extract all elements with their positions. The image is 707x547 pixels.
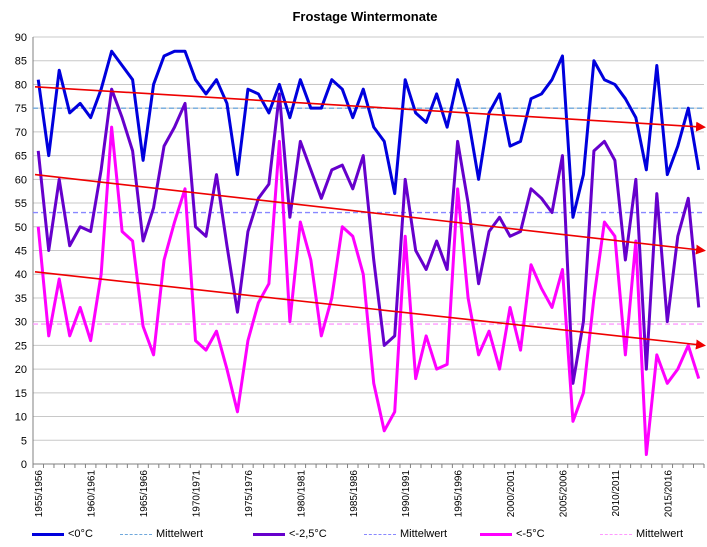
chart-title: Frostage Wintermonate [292, 9, 437, 24]
x-tick-label: 1965/1966 [139, 470, 150, 518]
y-tick-label: 65 [15, 151, 27, 163]
y-tick-label: 30 [15, 317, 27, 329]
legend-swatch [600, 533, 632, 535]
x-tick-label: 1970/1971 [192, 470, 203, 518]
x-tick-labels: 1955/1956 1960/1961 1965/1966 1970/1971 1975… [34, 470, 674, 518]
legend-item: Mittelwert [600, 528, 683, 540]
legend-label: <-2,5°C [289, 528, 327, 540]
x-tick-label: 1980/1981 [296, 470, 307, 518]
trend-arrow-1 [34, 173, 706, 255]
y-tick-label: 5 [21, 435, 27, 447]
legend-swatch [120, 533, 152, 535]
x-tick-label: 2015/2016 [663, 470, 674, 518]
y-tick-label: 15 [15, 388, 27, 400]
x-tick-label: 1990/1991 [401, 470, 412, 518]
legend-item: Mittelwert [120, 528, 203, 540]
legend-label: Mittelwert [636, 528, 684, 540]
legend-label: Mittelwert [156, 528, 204, 540]
y-tick-labels: 0 5 10 15 20 25 30 35 40 45 50 55 60 65 70 75 80 85 90 [15, 32, 27, 471]
legend-label: <-5°C [516, 528, 545, 540]
legend-label: <0°C [68, 528, 93, 540]
x-tick-label: 2010/2011 [611, 470, 622, 517]
y-tick-label: 0 [21, 459, 27, 471]
legend-item: <0°C [32, 528, 93, 540]
y-tick-label: 25 [15, 340, 27, 352]
x-tick-label: 1985/1986 [349, 470, 360, 518]
x-tick-label: 2005/2006 [558, 470, 569, 518]
y-tick-label: 55 [15, 198, 27, 210]
y-tick-label: 90 [15, 32, 27, 44]
series-line-0 [36, 49, 701, 219]
series-line-4 [36, 125, 701, 457]
y-tick-label: 80 [15, 79, 27, 91]
x-tick-label: 1995/1996 [454, 470, 465, 518]
y-tick-label: 75 [15, 103, 27, 115]
trend-arrow-0 [34, 86, 706, 132]
legend-item: <-2,5°C [253, 528, 327, 540]
y-tick-label: 50 [15, 222, 27, 234]
legend: <0°C Mittelwert <-2,5°C Mittelwert <-5°C Mitt… [0, 526, 707, 546]
y-tick-label: 45 [15, 246, 27, 258]
y-tick-label: 20 [15, 364, 27, 376]
trend-arrow-2 [34, 271, 706, 350]
legend-swatch [253, 532, 285, 536]
y-tick-label: 35 [15, 293, 27, 305]
y-tick-label: 10 [15, 412, 27, 424]
trend-lines [34, 86, 706, 350]
legend-label: Mittelwert [400, 528, 448, 540]
x-tick-label: 2000/2001 [506, 470, 517, 518]
y-tick-label: 70 [15, 127, 27, 139]
x-tick-label: 1955/1956 [34, 470, 45, 518]
x-tick-label: 1960/1961 [87, 470, 98, 518]
legend-swatch [32, 532, 64, 536]
legend-item: <-5°C [480, 528, 545, 540]
y-tick-label: 85 [15, 56, 27, 68]
y-tick-label: 40 [15, 269, 27, 281]
x-tick-label: 1975/1976 [244, 470, 255, 518]
y-tick-label: 60 [15, 174, 27, 186]
legend-swatch [364, 533, 396, 535]
legend-swatch [480, 532, 512, 536]
series-lines [36, 49, 701, 457]
series-line-2 [36, 87, 701, 385]
legend-item: Mittelwert [364, 528, 447, 540]
